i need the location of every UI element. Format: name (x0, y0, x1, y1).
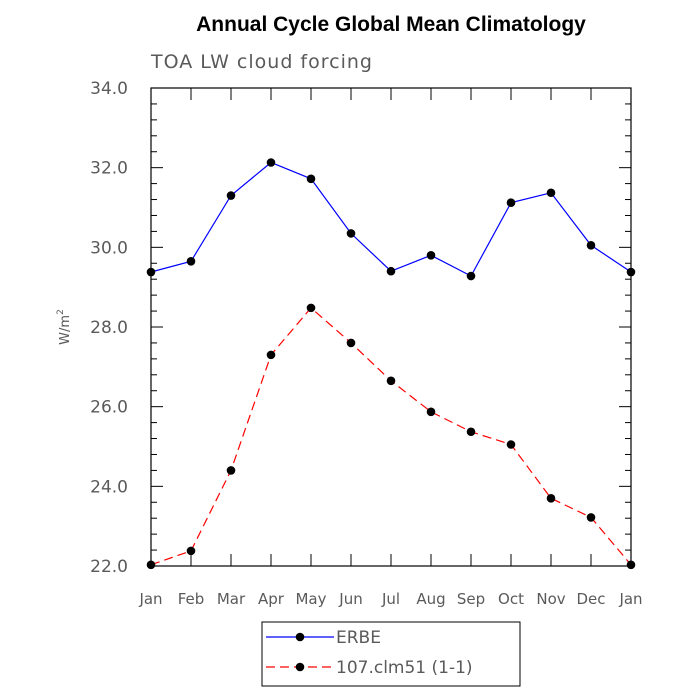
chart-title: Annual Cycle Global Mean Climatology (196, 13, 586, 36)
x-tick-label: Sep (457, 590, 485, 608)
plot-frame (150, 87, 632, 567)
series-2 (146, 303, 636, 570)
x-tick-label: Mar (217, 590, 246, 608)
data-point (626, 267, 636, 277)
data-point (346, 338, 356, 348)
legend-box (261, 621, 521, 687)
x-tick-label: Jan (618, 590, 642, 608)
legend-marker (295, 662, 305, 672)
x-tick-label: Feb (178, 590, 205, 608)
x-tick-marks (150, 88, 632, 566)
data-point (546, 493, 556, 503)
data-point (226, 466, 236, 475)
series-line (150, 161, 632, 277)
data-point (186, 546, 196, 556)
data-point (346, 229, 356, 238)
data-point (626, 560, 636, 570)
x-tick-label: Aug (416, 590, 445, 608)
data-point (146, 560, 156, 570)
data-point (386, 376, 396, 386)
legend-label: 107.clm51 (1-1) (336, 658, 473, 678)
y-axis-label: W/m2 (56, 309, 73, 345)
x-tick-label: Nov (536, 590, 565, 608)
data-point (146, 267, 156, 277)
legend-item-2: 107.clm51 (1-1) (266, 658, 473, 678)
chart-subtitle: TOA LW cloud forcing (150, 51, 373, 73)
data-point (546, 188, 556, 198)
y-tick-marks (151, 87, 631, 567)
x-tick-labels: Jan Feb Mar Apr May Jun Jul Aug Sep Oct Nov Dec Jan (138, 590, 642, 608)
data-point (466, 271, 476, 281)
x-tick-label: Jul (381, 590, 400, 608)
data-point (506, 440, 516, 449)
x-tick-label: Dec (576, 590, 605, 608)
y-tick-label: 32.0 (90, 159, 128, 179)
data-point (506, 198, 516, 208)
y-tick-labels: 22.0 24.0 26.0 28.0 30.0 32.0 34.0 (90, 79, 128, 577)
x-tick-label: Oct (498, 590, 524, 608)
data-point (306, 174, 316, 184)
x-tick-label: Apr (258, 590, 285, 608)
x-tick-label: May (295, 590, 326, 608)
y-tick-label: 30.0 (90, 238, 128, 258)
data-point (266, 158, 276, 167)
x-tick-label: Jun (338, 590, 362, 608)
data-point (186, 256, 196, 266)
y-tick-label: 24.0 (90, 477, 128, 497)
data-point (466, 427, 476, 437)
data-point (306, 303, 316, 313)
series-layer (146, 158, 636, 570)
legend-marker (295, 632, 305, 642)
data-point (386, 266, 396, 276)
series-line (150, 307, 632, 566)
y-tick-label: 22.0 (90, 557, 128, 577)
data-point (586, 513, 596, 522)
y-tick-label: 28.0 (90, 318, 128, 338)
data-point (586, 241, 596, 250)
data-point (426, 407, 436, 417)
data-point (426, 251, 436, 260)
legend-label: ERBE (336, 628, 381, 648)
series-1 (146, 158, 636, 281)
legend: ERBE 107.clm51 (1-1) (266, 628, 473, 678)
data-point (226, 191, 236, 200)
y-tick-label: 26.0 (90, 398, 128, 418)
y-axis-label-text: W/m (58, 315, 73, 345)
data-point (266, 350, 276, 360)
y-axis-label-superscript: 2 (56, 309, 66, 315)
legend-item-1: ERBE (266, 628, 381, 648)
x-tick-label: Jan (138, 590, 162, 608)
y-tick-label: 34.0 (90, 79, 128, 99)
